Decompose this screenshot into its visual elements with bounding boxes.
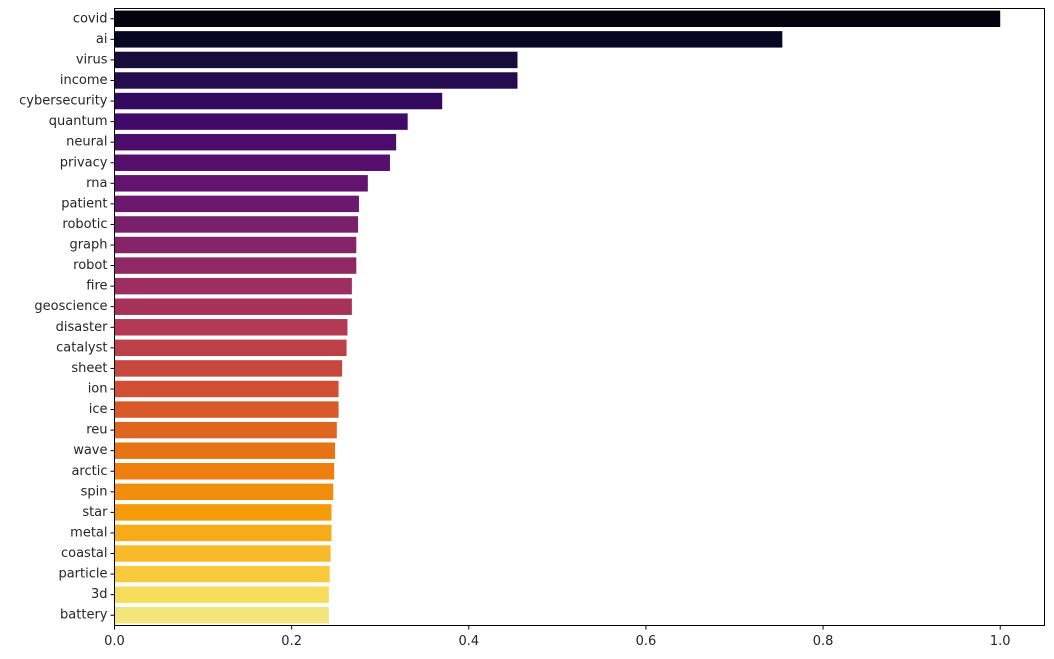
y-tick-label: ice	[89, 402, 108, 417]
y-tick-label: covid	[73, 11, 108, 26]
x-tick-label: 0.0	[104, 634, 125, 649]
bar-disaster	[114, 319, 348, 336]
y-tick-label: star	[82, 505, 108, 520]
y-tick-label: quantum	[49, 114, 108, 129]
bar-income	[114, 72, 518, 89]
y-tick-label: catalyst	[56, 340, 107, 355]
bar-sheet	[114, 360, 343, 377]
y-tick-label: privacy	[60, 155, 108, 170]
bar-cybersecurity	[114, 92, 443, 110]
y-tick-label: disaster	[56, 320, 108, 335]
bar-spin	[114, 483, 334, 501]
bar-ice	[114, 401, 339, 418]
y-tick-label: battery	[60, 608, 108, 623]
axes-frame	[114, 8, 1045, 626]
y-tick-label: arctic	[71, 464, 107, 479]
x-tick-label: 0.6	[636, 634, 657, 649]
y-tick-label: sheet	[71, 361, 107, 376]
x-tick-label: 0.8	[813, 634, 834, 649]
bar-neural	[114, 133, 397, 151]
x-tick-label: 0.4	[458, 634, 479, 649]
y-tick-label: rna	[86, 176, 107, 191]
bar-patient	[114, 195, 359, 213]
y-tick-label: particle	[58, 567, 107, 582]
x-tick-labels: 0.0 0.2 0.4 0.6 0.8 1.0	[104, 634, 1010, 649]
bar-ion	[114, 380, 339, 398]
y-tick-label: robot	[73, 258, 107, 273]
bar-reu	[114, 421, 337, 439]
y-tick-label: virus	[76, 52, 108, 67]
bar-quantum	[114, 113, 408, 130]
y-tick-label: geoscience	[34, 299, 107, 314]
y-tick-label: metal	[70, 525, 107, 540]
y-tick-label: patient	[61, 196, 107, 211]
bar-metal	[114, 524, 332, 542]
bar-ai	[114, 31, 783, 48]
y-tick-label: ion	[88, 381, 108, 396]
bar-wave	[114, 442, 336, 459]
bar-robot	[114, 257, 357, 274]
bar-arctic	[114, 463, 335, 480]
bar-catalyst	[114, 339, 347, 357]
bar-privacy	[114, 154, 390, 171]
y-tick-label: 3d	[91, 587, 108, 602]
y-tick-label: cybersecurity	[19, 94, 108, 109]
x-tick-label: 1.0	[990, 634, 1011, 649]
x-tick-marks	[114, 625, 1001, 630]
bar-covid	[114, 10, 1001, 28]
y-tick-label: neural	[66, 135, 107, 150]
bar-particle	[114, 565, 330, 583]
y-tick-label: coastal	[61, 546, 108, 561]
bar-geoscience	[114, 298, 352, 315]
y-tick-label: robotic	[62, 217, 107, 232]
bar-rna	[114, 175, 368, 192]
bar-star	[114, 504, 332, 521]
y-tick-marks	[110, 18, 115, 616]
bar-robotic	[114, 216, 359, 233]
y-tick-label: ai	[96, 32, 108, 47]
y-tick-label: spin	[81, 484, 108, 499]
bars-group	[114, 10, 1001, 624]
bar-3d	[114, 586, 329, 603]
x-tick-label: 0.2	[281, 634, 302, 649]
bar-coastal	[114, 545, 331, 562]
bar-fire	[114, 277, 352, 295]
y-tick-label: graph	[69, 238, 107, 253]
y-tick-label: income	[60, 73, 108, 88]
y-tick-label: reu	[86, 423, 107, 438]
bar-battery	[114, 606, 329, 624]
bar-virus	[114, 51, 518, 69]
bar-graph	[114, 236, 357, 254]
y-tick-label: fire	[86, 279, 107, 294]
y-tick-labels: covid ai virus income cybersecurity quantum ne…	[19, 11, 108, 622]
y-tick-label: wave	[73, 443, 107, 458]
